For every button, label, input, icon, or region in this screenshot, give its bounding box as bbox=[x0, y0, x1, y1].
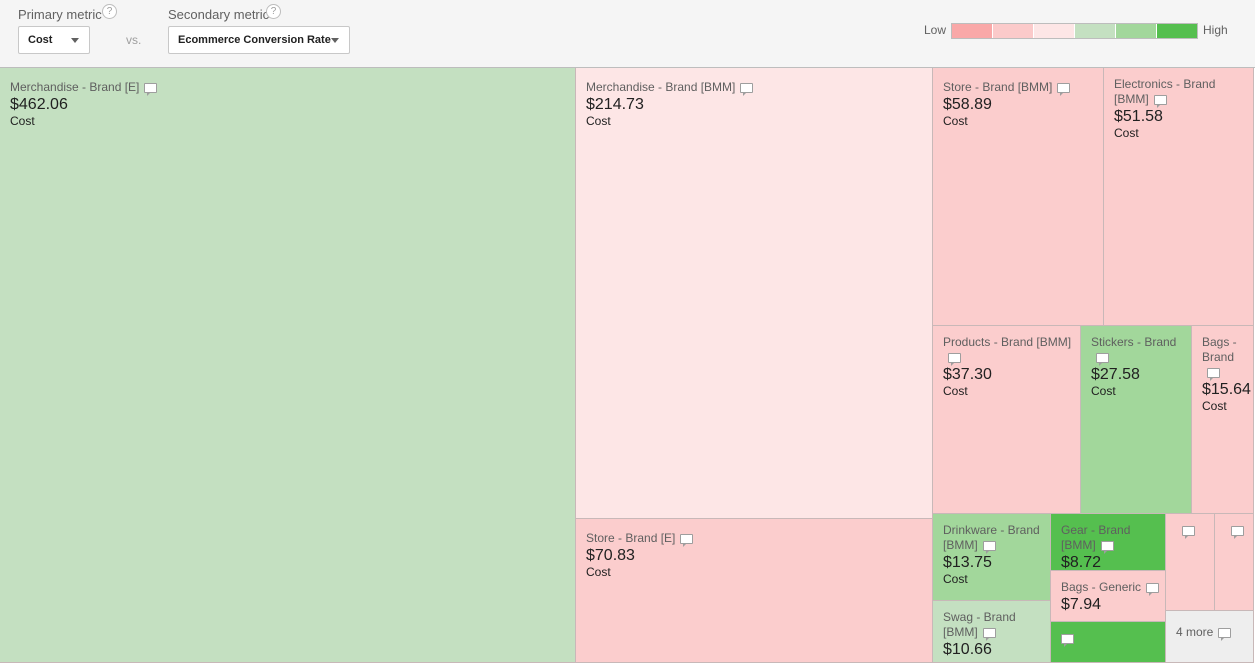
tile-metric: Cost bbox=[10, 114, 35, 128]
tile-name: Merchandise - Brand [E] bbox=[10, 80, 140, 94]
comment-icon[interactable] bbox=[1096, 352, 1109, 366]
tile-name: Gear - Brand [BMM] bbox=[1061, 523, 1131, 552]
treemap-tile[interactable] bbox=[1166, 514, 1215, 611]
treemap-tile[interactable]: Store - Brand [E] $70.83 Cost bbox=[576, 519, 933, 663]
color-scale-legend bbox=[951, 23, 1198, 39]
comment-icon[interactable] bbox=[1153, 94, 1167, 108]
treemap-tile[interactable]: Merchandise - Brand [E] $462.06 Cost bbox=[0, 68, 576, 663]
treemap-tile[interactable]: Drinkware - Brand [BMM] $13.75 Cost bbox=[933, 514, 1051, 601]
comment-icon[interactable] bbox=[1061, 634, 1074, 647]
primary-metric-help-icon[interactable]: ? bbox=[102, 4, 117, 19]
comment-icon[interactable] bbox=[680, 533, 694, 547]
comment-icon[interactable] bbox=[1218, 627, 1232, 641]
legend-swatch bbox=[952, 24, 993, 38]
treemap-tile[interactable]: Bags - Brand $15.64 Cost bbox=[1192, 326, 1254, 514]
tile-name: Store - Brand [E] bbox=[586, 531, 676, 545]
secondary-metric-label: Secondary metric bbox=[168, 7, 270, 22]
tile-name: Bags - Generic bbox=[1061, 580, 1142, 594]
comment-icon[interactable] bbox=[740, 82, 754, 96]
comment-icon[interactable] bbox=[948, 352, 961, 366]
legend-swatch bbox=[1075, 24, 1116, 38]
treemap-tile[interactable]: Stickers - Brand $27.58 Cost bbox=[1081, 326, 1192, 514]
secondary-metric-dropdown[interactable]: Ecommerce Conversion Rate bbox=[168, 26, 350, 54]
more-label: 4 more bbox=[1176, 625, 1214, 639]
tile-value: $7.94 bbox=[1061, 596, 1102, 613]
tile-metric: Cost bbox=[586, 114, 611, 128]
tile-value: $70.83 bbox=[586, 547, 635, 564]
comment-icon[interactable] bbox=[1231, 526, 1244, 539]
treemap: Merchandise - Brand [E] $462.06 Cost Mer… bbox=[0, 68, 1255, 663]
tile-value: $58.89 bbox=[943, 96, 992, 113]
more-tile[interactable]: 4 more bbox=[1166, 611, 1254, 663]
primary-metric-value: Cost bbox=[28, 34, 53, 46]
legend-swatch bbox=[1157, 24, 1197, 38]
tile-name: Merchandise - Brand [BMM] bbox=[586, 80, 736, 94]
chevron-down-icon bbox=[331, 38, 339, 43]
comment-icon[interactable] bbox=[1182, 526, 1195, 539]
tile-name: Stickers - Brand bbox=[1091, 335, 1177, 349]
tile-value: $10.66 bbox=[943, 641, 992, 658]
tile-value: $37.30 bbox=[943, 366, 992, 383]
tile-name: Store - Brand [BMM] bbox=[943, 80, 1053, 94]
vs-label: vs. bbox=[126, 33, 142, 47]
tile-value: $51.58 bbox=[1114, 108, 1163, 125]
treemap-tile[interactable]: Bags - Generic $7.94 bbox=[1051, 571, 1166, 622]
legend-low-label: Low bbox=[924, 23, 947, 37]
treemap-tile[interactable]: Merchandise - Brand [BMM] $214.73 Cost bbox=[576, 68, 933, 519]
tile-name: Products - Brand [BMM] bbox=[943, 335, 1072, 349]
primary-metric-label: Primary metric bbox=[18, 7, 102, 22]
tile-metric: Cost bbox=[1091, 384, 1116, 398]
tile-metric: Cost bbox=[1114, 126, 1139, 140]
comment-icon[interactable] bbox=[982, 540, 996, 554]
secondary-metric-value: Ecommerce Conversion Rate bbox=[178, 34, 331, 46]
comment-icon[interactable] bbox=[1207, 367, 1220, 381]
legend-high-label: High bbox=[1203, 23, 1228, 37]
comment-icon[interactable] bbox=[982, 627, 996, 641]
tile-metric: Cost bbox=[1202, 399, 1227, 413]
tile-value: $462.06 bbox=[10, 96, 68, 113]
treemap-tile[interactable] bbox=[1051, 622, 1166, 663]
tile-metric: Cost bbox=[943, 572, 968, 586]
treemap-tile[interactable] bbox=[1215, 514, 1254, 611]
tile-name: Swag - Brand [BMM] bbox=[943, 610, 1016, 639]
tile-name: Bags - Brand bbox=[1202, 335, 1237, 364]
legend-swatch bbox=[993, 24, 1034, 38]
tile-metric: Cost bbox=[586, 565, 611, 579]
tile-value: $13.75 bbox=[943, 554, 992, 571]
tile-value: $8.72 bbox=[1061, 554, 1102, 571]
tile-value: $27.58 bbox=[1091, 366, 1140, 383]
tile-name: Drinkware - Brand [BMM] bbox=[943, 523, 1040, 552]
primary-metric-dropdown[interactable]: Cost bbox=[18, 26, 90, 54]
treemap-tile[interactable]: Store - Brand [BMM] $58.89 Cost bbox=[933, 68, 1104, 326]
treemap-tile[interactable]: Gear - Brand [BMM] $8.72 bbox=[1051, 514, 1166, 571]
comment-icon[interactable] bbox=[1146, 582, 1160, 596]
secondary-metric-help-icon[interactable]: ? bbox=[266, 4, 281, 19]
tile-value: $15.64 bbox=[1202, 381, 1251, 398]
tile-metric: Cost bbox=[943, 114, 968, 128]
chevron-down-icon bbox=[71, 38, 79, 43]
comment-icon[interactable] bbox=[144, 82, 158, 96]
tile-value: $214.73 bbox=[586, 96, 644, 113]
treemap-tile[interactable]: Electronics - Brand [BMM] $51.58 Cost bbox=[1104, 68, 1254, 326]
tile-name: Electronics - Brand [BMM] bbox=[1114, 77, 1216, 106]
treemap-tile[interactable]: Products - Brand [BMM] $37.30 Cost bbox=[933, 326, 1081, 514]
comment-icon[interactable] bbox=[1100, 540, 1114, 554]
legend-swatch bbox=[1034, 24, 1075, 38]
comment-icon[interactable] bbox=[1057, 82, 1071, 96]
treemap-tile[interactable]: Swag - Brand [BMM] $10.66 bbox=[933, 601, 1051, 663]
legend-swatch bbox=[1116, 24, 1157, 38]
tile-metric: Cost bbox=[943, 384, 968, 398]
metric-controls-bar: Primary metric ? Cost vs. Secondary metr… bbox=[0, 0, 1255, 68]
